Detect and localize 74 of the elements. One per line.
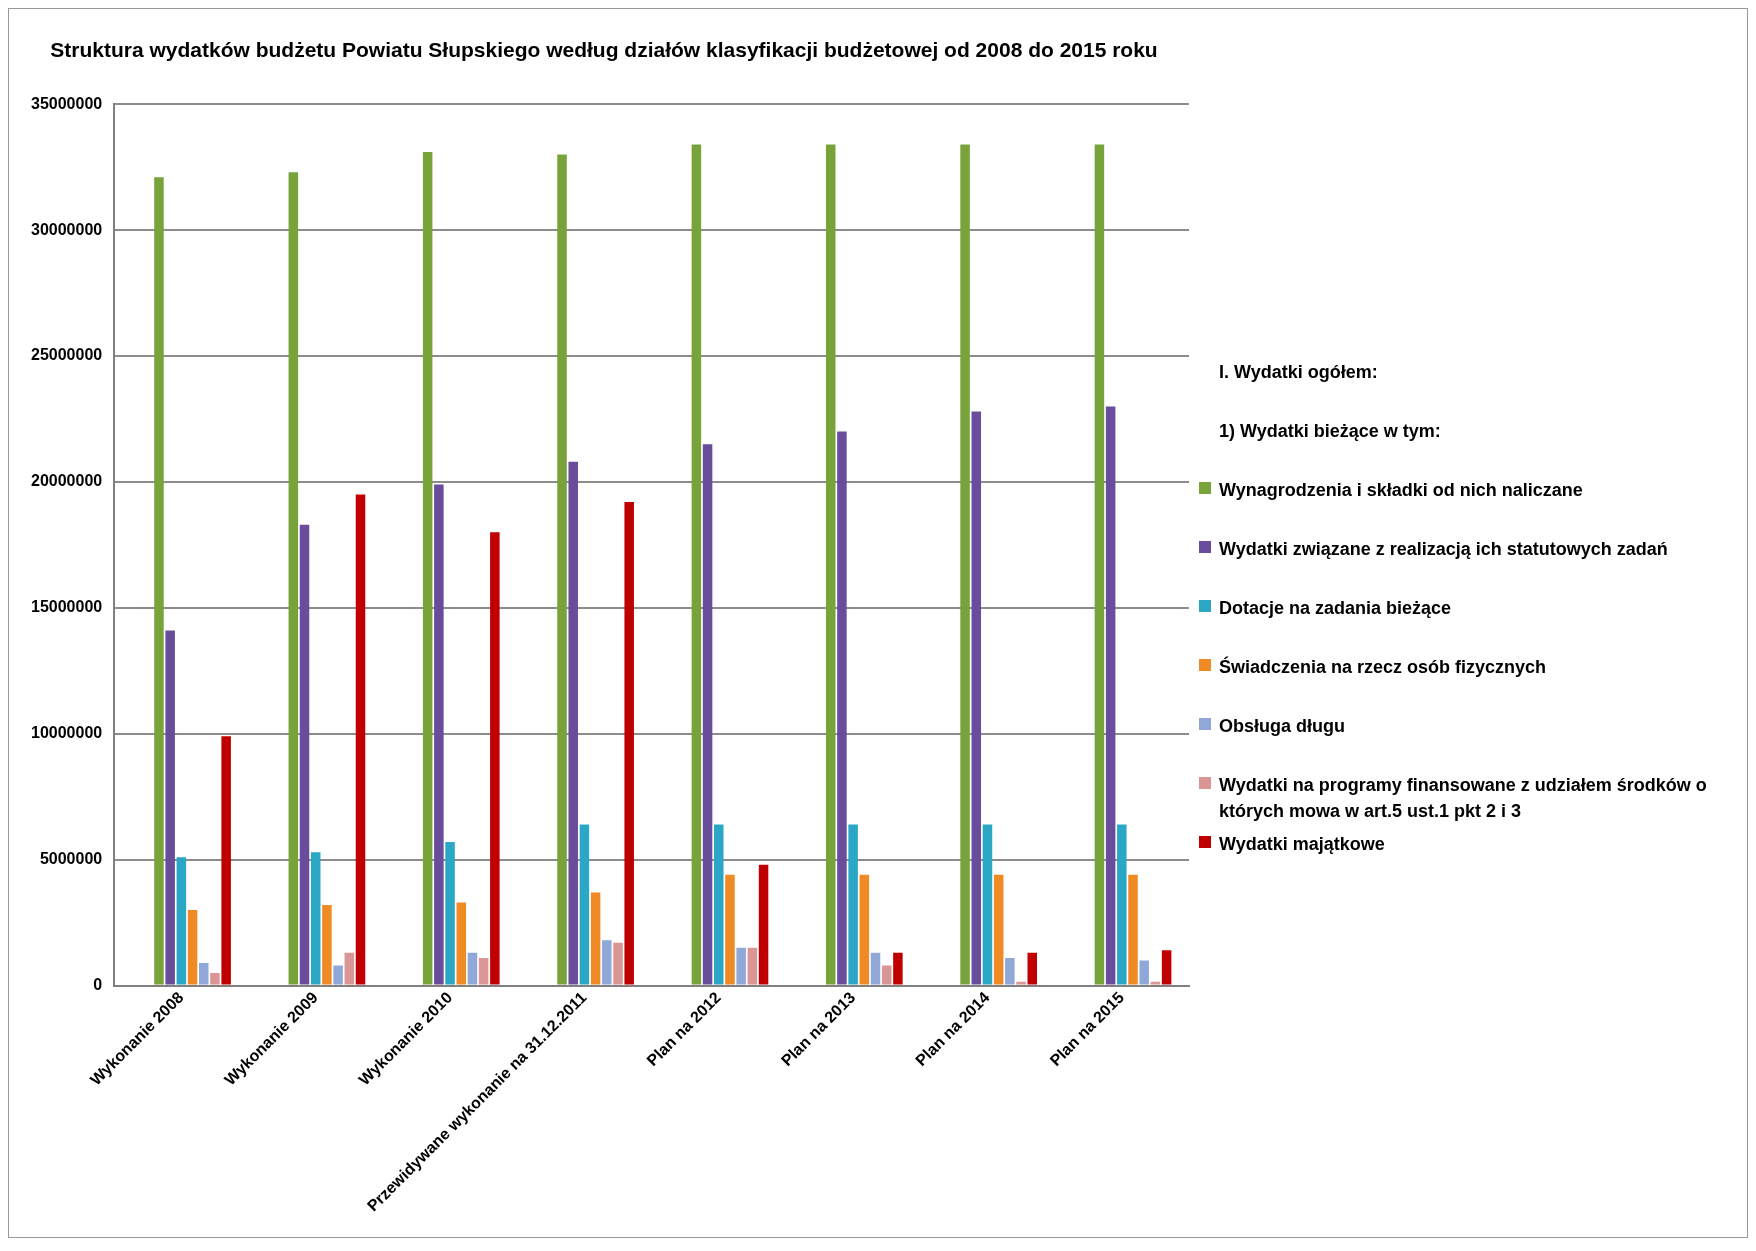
legend-label: Dotacje na zadania bieżące: [1219, 597, 1452, 620]
bar: [747, 947, 758, 985]
y-tick-label: 30000000: [31, 220, 103, 238]
bar: [859, 874, 870, 985]
bar: [210, 973, 220, 985]
bar: [199, 962, 209, 985]
bar: [982, 824, 993, 985]
legend-label: Świadczenia na rzecz osób fizycznych: [1219, 655, 1547, 679]
bar: [893, 952, 903, 985]
bar: [478, 957, 489, 985]
y-tick-label: 5000000: [39, 850, 103, 868]
bar: [960, 144, 970, 985]
bar: [445, 842, 455, 985]
bar: [434, 484, 444, 985]
bar: [1094, 144, 1105, 985]
bar: [714, 824, 724, 985]
bar: [624, 502, 634, 985]
bar: [176, 857, 187, 985]
chart-title: Struktura wydatków budżetu Powiatu Słupskiego według działów klasyfikacji budżetowej od 2008 do 2015 roku: [50, 38, 1158, 62]
bar: [1105, 406, 1116, 985]
y-tick-label: 15000000: [31, 598, 103, 616]
text: I. Wydatki ogółem:: [1219, 361, 1378, 384]
bar: [1005, 957, 1015, 985]
bar: [971, 411, 982, 985]
y-tick-label: 25000000: [31, 346, 103, 364]
bar: [490, 532, 500, 985]
legend-label: Wydatki na programy finansowane z udziałem środków o których mowa w art.5 ust.1 pkt 2 i 3: [1219, 774, 1708, 823]
bar: [1027, 952, 1038, 985]
legend-label: Obsługa długu: [1219, 715, 1345, 738]
bar: [299, 524, 310, 985]
bar: [154, 177, 164, 985]
bar: [355, 494, 366, 985]
bar: [691, 144, 702, 985]
y-tick-label: 20000000: [31, 472, 103, 490]
legend-label: Wydatki związane z realizacją ich statutowych zadań: [1219, 538, 1668, 561]
bar: [1016, 981, 1026, 985]
bar: [870, 952, 881, 985]
bar: [758, 864, 769, 985]
y-tick-label: 10000000: [31, 724, 103, 742]
bar: [613, 942, 623, 985]
bar: [333, 965, 343, 985]
bar: [1117, 824, 1127, 985]
bar: [557, 154, 567, 985]
bar: [702, 444, 713, 985]
bar: [165, 630, 175, 985]
y-tick-label: 0: [93, 976, 103, 994]
bar: [568, 461, 578, 985]
bar: [187, 910, 198, 985]
bar: [725, 874, 735, 985]
bar: [602, 940, 612, 985]
bar: [422, 152, 433, 985]
bar: [848, 824, 858, 985]
bar: [993, 874, 1004, 985]
bar: [288, 172, 299, 985]
bar: [322, 905, 332, 985]
bar: [456, 902, 467, 985]
bar: [590, 892, 601, 985]
bar: [1128, 874, 1138, 985]
bar: [221, 736, 231, 985]
bar: [825, 144, 836, 985]
bar: [310, 852, 321, 985]
bar: [1150, 981, 1161, 985]
text: 1) Wydatki bieżące w tym:: [1219, 420, 1441, 443]
legend-label: Wydatki majątkowe: [1219, 833, 1385, 856]
bar: [1139, 960, 1149, 985]
bar: [837, 431, 847, 985]
bar: [736, 947, 746, 985]
bar: [579, 824, 590, 985]
bar: [881, 965, 892, 985]
bar: [467, 952, 478, 985]
y-tick-label: 35000000: [31, 94, 103, 112]
legend-label: Wynagrodzenia i składki od nich naliczane: [1219, 479, 1583, 502]
bar: [344, 952, 355, 985]
bar: [1161, 950, 1172, 985]
